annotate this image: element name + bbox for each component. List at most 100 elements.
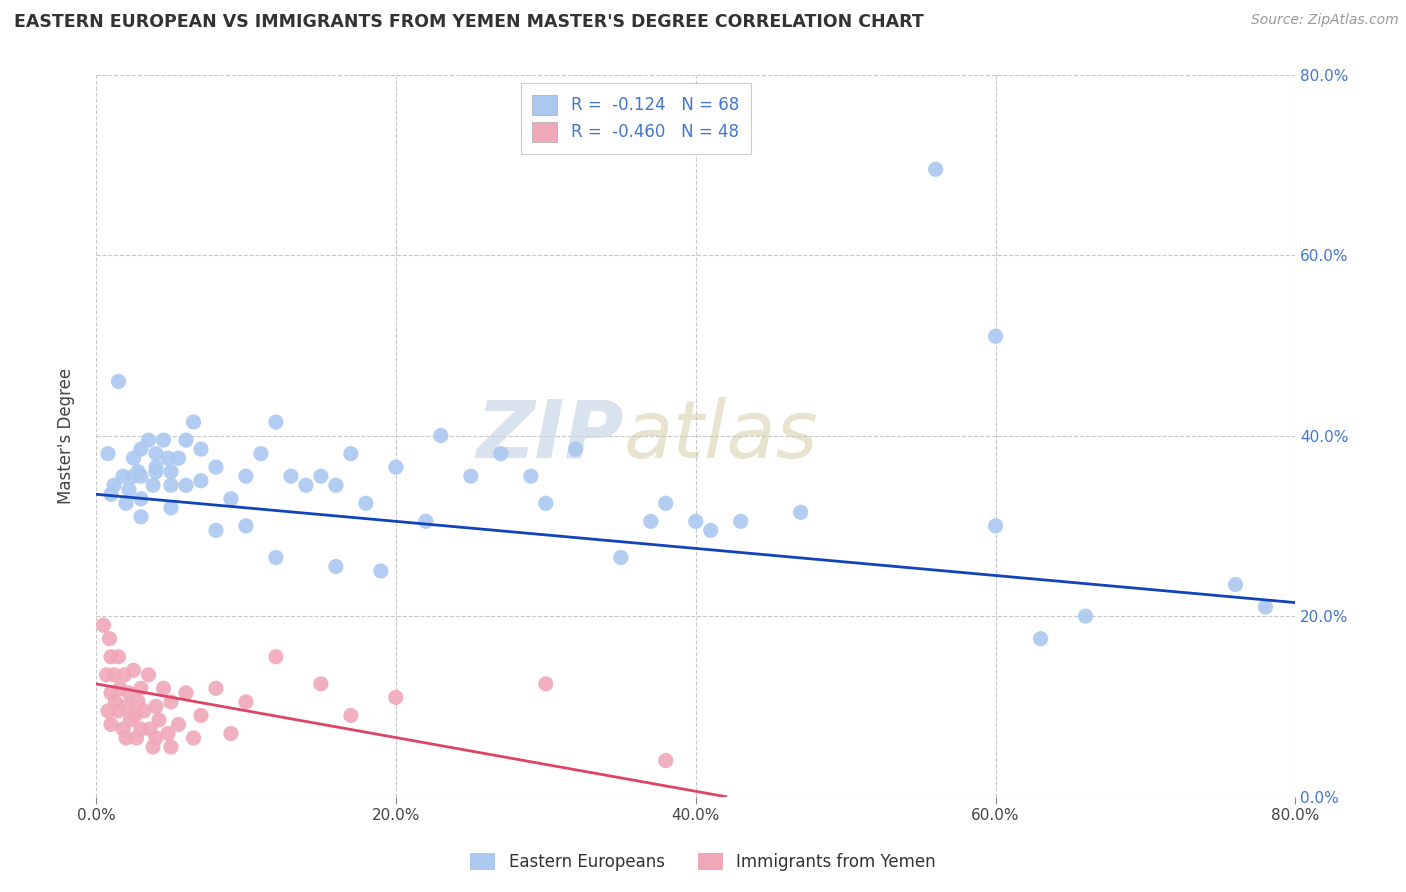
Point <box>984 519 1007 533</box>
Point <box>124 708 146 723</box>
Point <box>1074 609 1097 624</box>
Point <box>142 478 165 492</box>
Point <box>235 695 257 709</box>
Point <box>190 442 212 457</box>
Point <box>309 469 332 483</box>
Point <box>145 460 167 475</box>
Point <box>129 681 152 696</box>
Point <box>145 699 167 714</box>
Point <box>160 695 183 709</box>
Point <box>1225 577 1247 591</box>
Point <box>640 514 662 528</box>
Point <box>264 649 287 664</box>
Point <box>610 550 633 565</box>
Point <box>103 478 125 492</box>
Point <box>190 708 212 723</box>
Point <box>107 649 129 664</box>
Point <box>1254 600 1277 615</box>
Point <box>205 524 228 538</box>
Point <box>160 465 183 479</box>
Point <box>152 433 174 447</box>
Point <box>174 478 197 492</box>
Point <box>160 500 183 515</box>
Point <box>219 491 242 506</box>
Point <box>174 433 197 447</box>
Point <box>100 717 122 731</box>
Point <box>104 695 127 709</box>
Point <box>100 487 122 501</box>
Point <box>152 681 174 696</box>
Point <box>129 469 152 483</box>
Point <box>111 722 134 736</box>
Text: ZIP: ZIP <box>477 397 624 475</box>
Point <box>280 469 302 483</box>
Point <box>295 478 318 492</box>
Point <box>205 460 228 475</box>
Point <box>205 681 228 696</box>
Point <box>138 433 160 447</box>
Point <box>107 375 129 389</box>
Point <box>699 524 721 538</box>
Point <box>127 695 149 709</box>
Point <box>96 668 118 682</box>
Point <box>1029 632 1052 646</box>
Point <box>98 632 121 646</box>
Point <box>174 686 197 700</box>
Point <box>325 559 347 574</box>
Point <box>111 469 134 483</box>
Point <box>114 668 136 682</box>
Point <box>385 690 408 705</box>
Point <box>309 677 332 691</box>
Point <box>565 442 588 457</box>
Point <box>108 681 131 696</box>
Point <box>145 465 167 479</box>
Point <box>340 447 363 461</box>
Point <box>160 478 183 492</box>
Point <box>160 739 183 754</box>
Point <box>385 460 408 475</box>
Point <box>984 329 1007 343</box>
Point <box>156 451 179 466</box>
Point <box>167 451 190 466</box>
Point <box>520 469 543 483</box>
Legend: Eastern Europeans, Immigrants from Yemen: Eastern Europeans, Immigrants from Yemen <box>461 845 945 880</box>
Point <box>370 564 392 578</box>
Text: EASTERN EUROPEAN VS IMMIGRANTS FROM YEMEN MASTER'S DEGREE CORRELATION CHART: EASTERN EUROPEAN VS IMMIGRANTS FROM YEME… <box>14 13 924 31</box>
Point <box>183 731 205 745</box>
Point <box>127 465 149 479</box>
Point <box>107 704 129 718</box>
Point <box>125 731 148 745</box>
Point <box>430 428 453 442</box>
Point <box>534 496 557 510</box>
Point <box>655 496 678 510</box>
Point <box>235 519 257 533</box>
Point <box>97 447 120 461</box>
Point <box>190 474 212 488</box>
Point <box>655 754 678 768</box>
Point <box>115 731 138 745</box>
Point <box>924 162 946 177</box>
Point <box>789 505 811 519</box>
Point <box>534 677 557 691</box>
Point <box>93 618 115 632</box>
Y-axis label: Master's Degree: Master's Degree <box>58 368 75 504</box>
Point <box>685 514 707 528</box>
Text: Source: ZipAtlas.com: Source: ZipAtlas.com <box>1251 13 1399 28</box>
Point <box>138 668 160 682</box>
Point <box>129 722 152 736</box>
Point <box>142 739 165 754</box>
Point <box>235 469 257 483</box>
Point <box>250 447 273 461</box>
Point <box>129 491 152 506</box>
Point <box>129 442 152 457</box>
Point <box>129 509 152 524</box>
Point <box>167 717 190 731</box>
Legend: R =  -0.124   N = 68, R =  -0.460   N = 48: R = -0.124 N = 68, R = -0.460 N = 48 <box>520 83 751 153</box>
Point <box>115 496 138 510</box>
Point <box>219 726 242 740</box>
Point <box>340 708 363 723</box>
Point <box>122 451 145 466</box>
Point <box>103 668 125 682</box>
Point <box>118 686 141 700</box>
Point <box>156 726 179 740</box>
